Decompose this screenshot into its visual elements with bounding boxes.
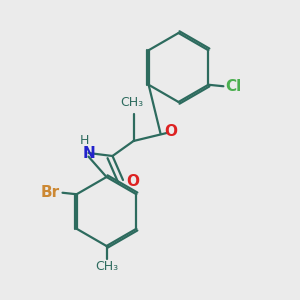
Text: O: O	[164, 124, 177, 140]
Text: CH₃: CH₃	[120, 96, 144, 109]
Text: Cl: Cl	[225, 79, 241, 94]
Text: Br: Br	[41, 185, 60, 200]
Text: N: N	[82, 146, 95, 160]
Text: H: H	[80, 134, 90, 147]
Text: CH₃: CH₃	[95, 260, 118, 273]
Text: O: O	[127, 174, 140, 189]
